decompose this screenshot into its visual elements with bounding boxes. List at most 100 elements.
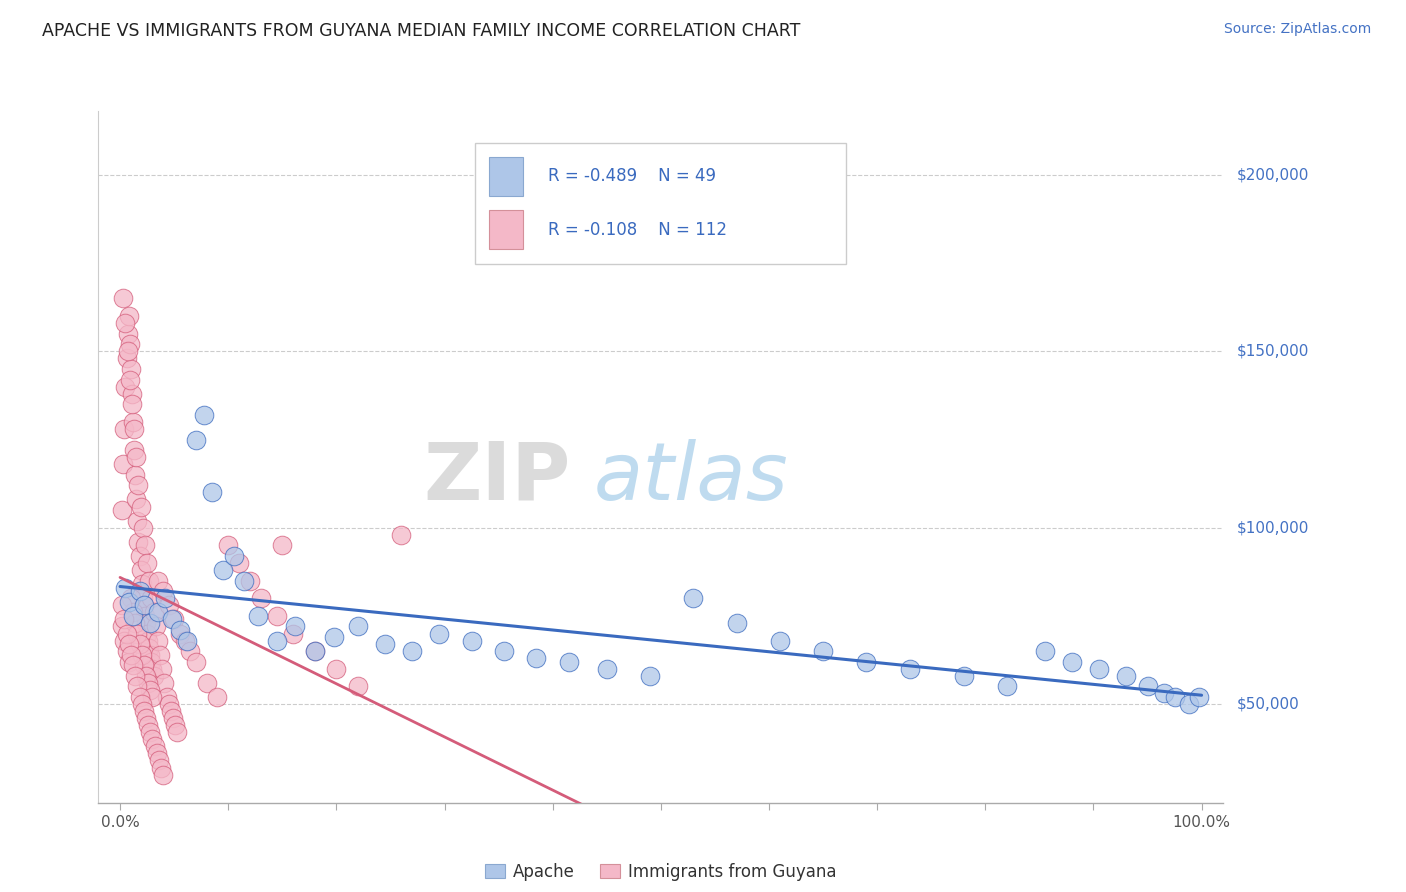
Point: [347, 680, 370, 694]
Point: [898, 662, 921, 676]
Point: [166, 725, 188, 739]
Point: [150, 662, 173, 676]
Point: [132, 704, 155, 718]
Point: [1033, 644, 1056, 658]
Point: [122, 608, 145, 623]
Point: [114, 316, 136, 330]
Point: [132, 521, 155, 535]
Point: [132, 599, 155, 613]
Point: [211, 563, 233, 577]
Text: ZIP: ZIP: [423, 439, 571, 516]
Point: [118, 637, 141, 651]
FancyBboxPatch shape: [475, 143, 846, 264]
Point: [129, 500, 152, 514]
Point: [111, 599, 134, 613]
Point: [139, 648, 162, 662]
Point: [145, 619, 167, 633]
Point: [132, 658, 155, 673]
Text: Source: ZipAtlas.com: Source: ZipAtlas.com: [1223, 22, 1371, 37]
Point: [117, 344, 139, 359]
Point: [138, 640, 160, 655]
Point: [127, 478, 149, 492]
Point: [121, 386, 143, 401]
Point: [1177, 697, 1199, 711]
Point: [128, 637, 150, 651]
Point: [117, 326, 139, 341]
Point: [323, 630, 346, 644]
Point: [135, 615, 157, 630]
Point: [111, 503, 134, 517]
Point: [228, 556, 250, 570]
Point: [141, 591, 163, 606]
Point: [1188, 690, 1211, 704]
Point: [153, 676, 176, 690]
Point: [122, 443, 145, 458]
Point: [304, 644, 326, 658]
Point: [118, 309, 141, 323]
Point: [122, 605, 145, 619]
Point: [855, 655, 877, 669]
Text: $50,000: $50,000: [1237, 697, 1301, 712]
Point: [120, 362, 142, 376]
Point: [132, 599, 155, 613]
Point: [136, 676, 159, 690]
Point: [389, 527, 412, 541]
Point: [271, 538, 294, 552]
Point: [638, 669, 661, 683]
Point: [217, 538, 239, 552]
Point: [247, 608, 270, 623]
Text: $150,000: $150,000: [1237, 343, 1309, 359]
Point: [284, 619, 307, 633]
Point: [596, 662, 619, 676]
Text: R = -0.489    N = 49: R = -0.489 N = 49: [548, 168, 716, 186]
Text: atlas: atlas: [593, 439, 789, 516]
Point: [325, 662, 347, 676]
Point: [1088, 662, 1111, 676]
Point: [176, 633, 198, 648]
Point: [114, 581, 136, 595]
Point: [122, 658, 145, 673]
Point: [127, 534, 149, 549]
Point: [266, 633, 288, 648]
Point: [127, 626, 149, 640]
Point: [122, 422, 145, 436]
Point: [112, 612, 135, 626]
Point: [374, 637, 396, 651]
Point: [115, 626, 138, 640]
Point: [165, 718, 187, 732]
FancyBboxPatch shape: [489, 211, 523, 249]
Point: [112, 422, 135, 436]
Point: [141, 655, 163, 669]
Point: [118, 373, 141, 387]
Point: [125, 450, 148, 464]
Point: [136, 556, 159, 570]
Point: [347, 619, 370, 633]
Point: [1153, 686, 1175, 700]
Point: [239, 574, 262, 588]
Point: [460, 633, 482, 648]
Point: [139, 682, 162, 697]
Point: [427, 626, 450, 640]
Point: [129, 563, 152, 577]
Point: [249, 591, 271, 606]
Point: [146, 747, 169, 761]
Point: [304, 644, 326, 658]
Point: [769, 633, 792, 648]
Point: [952, 669, 974, 683]
Point: [174, 633, 197, 648]
Point: [281, 626, 304, 640]
Point: [134, 538, 156, 552]
Point: [160, 704, 183, 718]
Point: [207, 690, 229, 704]
Text: $200,000: $200,000: [1237, 168, 1309, 183]
Point: [135, 669, 157, 683]
Point: [157, 599, 180, 613]
Point: [131, 697, 153, 711]
Point: [146, 574, 169, 588]
Point: [139, 615, 162, 630]
Point: [1060, 655, 1083, 669]
Point: [179, 644, 201, 658]
Point: [128, 690, 150, 704]
Point: [1115, 669, 1137, 683]
Point: [127, 680, 149, 694]
